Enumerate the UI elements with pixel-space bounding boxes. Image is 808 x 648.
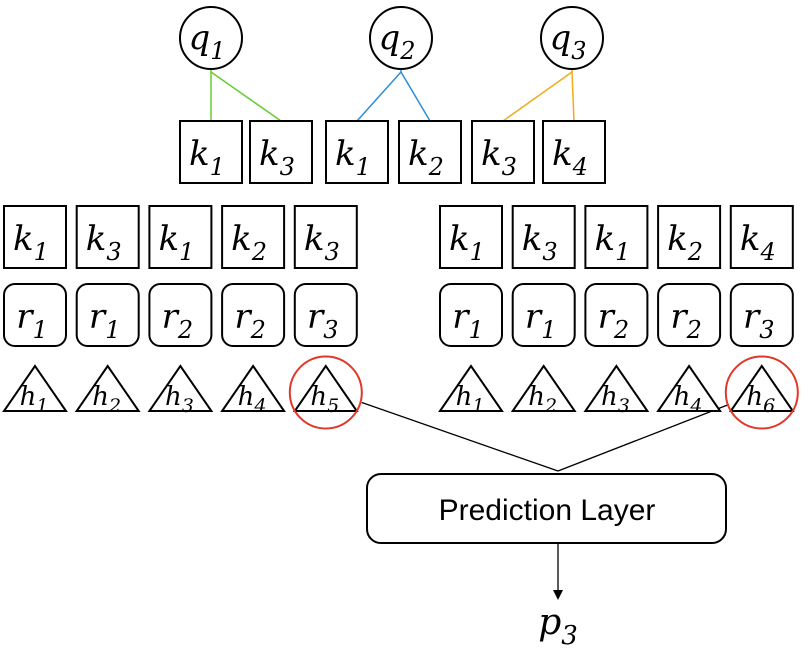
query-link [210,71,282,122]
sequence-1: k1 k3 k1 k2 k3 r1 r1 r2 r2 r3 h1 h2 h3 h4 h5 [2,205,363,430]
hidden-label: h2 [92,382,121,417]
key-box: k1 [584,205,649,269]
hidden-state: h2 [510,364,577,417]
hidden-state: h3 [147,364,214,417]
key-label: k1 [594,219,630,266]
hidden-label: h1 [20,382,49,417]
output-p3: p3 [538,602,578,648]
query-link [502,71,573,122]
query-label: q1 [188,18,225,65]
sequence-2: k1 k3 k1 k2 k4 r1 r1 r2 r2 r3 h1 h2 h3 h4 h6 [438,205,799,430]
key-label: k3 [86,219,122,266]
highlight-circle [288,355,363,430]
query-label: q3 [549,18,586,65]
key-box: k1 [148,205,213,269]
hidden-label: h1 [456,382,485,417]
key-box: k4 [729,205,794,269]
hidden-state: h3 [583,364,650,417]
response-label: r1 [89,297,121,344]
prediction-layer: Prediction Layer [366,473,727,544]
query-node: q1 [179,6,243,70]
hidden-label: h4 [674,382,703,417]
query-link [571,71,575,122]
key-label: k2 [667,219,703,266]
query-key-label: k1 [189,134,225,181]
query-label: q2 [378,18,415,65]
query-key-label: k3 [259,134,295,181]
query-key-layer: k1 k3 k1 k2 k3 k4 [179,120,606,184]
response-label: r1 [16,297,48,344]
response-label: r2 [598,297,630,344]
key-label: k1 [13,219,49,266]
key-label: k1 [449,219,485,266]
response-box: r3 [293,283,358,347]
response-box: r2 [221,283,286,347]
query-key-box: k4 [542,120,606,184]
query-key-box: k3 [249,120,313,184]
key-box: k2 [221,205,286,269]
hidden-state: h4 [656,364,723,417]
output-arrow [553,543,563,600]
response-box: r3 [729,283,794,347]
response-box: r2 [584,283,649,347]
response-box: r2 [657,283,722,347]
query-key-label: k3 [481,134,517,181]
response-box: r1 [511,283,576,347]
hidden-state: h4 [220,364,287,417]
response-label: r2 [670,297,702,344]
highlight-circle [724,355,799,430]
hidden-label: h4 [238,382,267,417]
key-box: k1 [3,205,67,269]
query-key-box: k3 [471,120,535,184]
sequence-layer: k1 k3 k1 k2 k3 r1 r1 r2 r2 r3 h1 h2 h3 h4 h5 k1 k3 k1 k2 k4… [2,205,799,430]
response-label: r2 [234,297,266,344]
key-label: k3 [522,219,558,266]
key-box: k1 [439,205,503,269]
hidden-label: h5 [310,382,339,417]
response-box: r1 [3,283,67,347]
query-key-box: k2 [398,120,462,184]
key-box: k3 [293,205,358,269]
response-box: r1 [439,283,503,347]
key-box: k2 [657,205,722,269]
query-key-label: k1 [335,134,371,181]
key-label: k2 [231,219,267,266]
hidden-state: h1 [438,364,504,417]
query-key-box: k1 [325,120,389,184]
key-box: k3 [75,205,140,269]
response-label: r2 [162,297,194,344]
query-node: q2 [369,6,433,70]
prediction-layer-label: Prediction Layer [439,494,656,527]
hidden-to-prediction-line [557,403,730,472]
output-label: p3 [538,602,578,648]
query-key-box: k1 [179,120,243,184]
query-key-label: k2 [408,134,444,181]
response-label: r1 [452,297,484,344]
key-label: k1 [158,219,194,266]
hidden-state: h1 [2,364,68,417]
hidden-to-prediction-line [361,401,559,472]
response-box: r2 [148,283,213,347]
query-key-label: k4 [552,134,588,181]
response-label: r3 [743,297,775,344]
hidden-label: h6 [746,382,775,417]
response-label: r3 [307,297,339,344]
hidden-state: h2 [74,364,141,417]
query-link [356,71,402,122]
query-node: q3 [540,6,604,70]
key-label: k3 [304,219,340,266]
response-label: r1 [525,297,557,344]
key-box: k3 [511,205,576,269]
hidden-label: h3 [165,382,194,417]
hidden-state: h5 [292,364,359,417]
query-layer: q1 q2 q3 [179,6,604,70]
hidden-state: h6 [728,364,795,417]
hidden-label: h3 [601,382,630,417]
response-box: r1 [75,283,140,347]
connector-lines [210,69,730,472]
hidden-label: h2 [528,382,557,417]
query-link [400,71,431,122]
key-label: k4 [740,219,776,266]
